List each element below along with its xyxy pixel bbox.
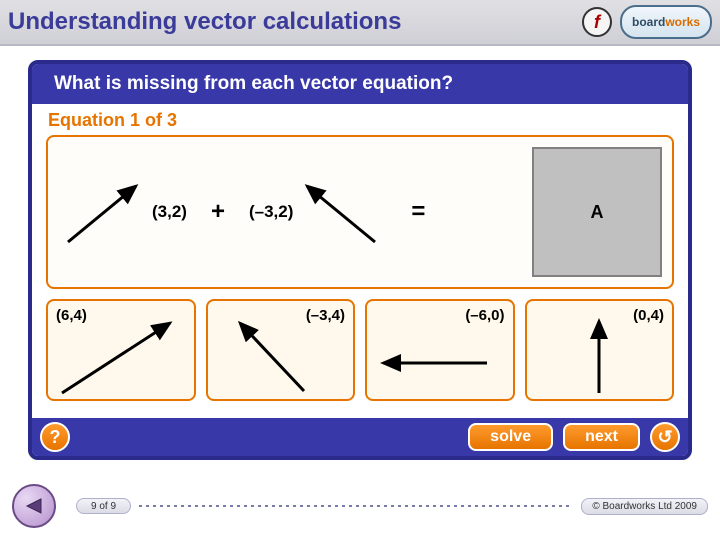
activity-stage: What is missing from each vector equatio… [28, 60, 692, 460]
reset-button[interactable]: ↺ [650, 422, 680, 452]
page-indicator: 9 of 9 [76, 498, 131, 514]
copyright: © Boardworks Ltd 2009 [581, 498, 708, 515]
back-button[interactable] [12, 484, 56, 528]
choice-2[interactable]: (–3,4) [206, 299, 356, 401]
flash-icon: f [582, 7, 612, 37]
equation-row: (3,2) + (–3,2) = A [46, 135, 674, 289]
question-bar: What is missing from each vector equatio… [32, 64, 688, 104]
help-button[interactable]: ? [40, 422, 70, 452]
header: Understanding vector calculations f boar… [0, 0, 720, 46]
vector-term-1: (3,2) [58, 162, 187, 262]
page-title: Understanding vector calculations [8, 8, 401, 36]
choice-4[interactable]: (0,4) [525, 299, 675, 401]
logo-accent: works [665, 15, 700, 29]
header-right: f boardworks [582, 5, 712, 39]
footer-divider [139, 505, 573, 507]
choice-3[interactable]: (–6,0) [365, 299, 515, 401]
answer-slot[interactable]: A [532, 147, 662, 277]
boardworks-logo: boardworks [620, 5, 712, 39]
arrow-left-icon [21, 493, 47, 519]
vector-label-1: (3,2) [152, 202, 187, 222]
stage-toolbar: ? solve next ↺ [32, 418, 688, 456]
equation-counter: Equation 1 of 3 [32, 104, 688, 135]
choice-1[interactable]: (6,4) [46, 299, 196, 401]
operator-equals: = [395, 198, 441, 226]
next-button[interactable]: next [563, 423, 640, 451]
logo-main: board [632, 15, 665, 29]
operator-plus: + [195, 198, 241, 226]
vector-arrow-2 [297, 162, 387, 262]
choices-row: (6,4) (–3,4) (–6,0) (0,4) [46, 299, 674, 401]
solve-button[interactable]: solve [468, 423, 553, 451]
vector-term-2: (–3,2) [249, 162, 387, 262]
footer: 9 of 9 © Boardworks Ltd 2009 [0, 472, 720, 540]
vector-arrow-1 [58, 162, 148, 262]
vector-label-2: (–3,2) [249, 202, 293, 222]
